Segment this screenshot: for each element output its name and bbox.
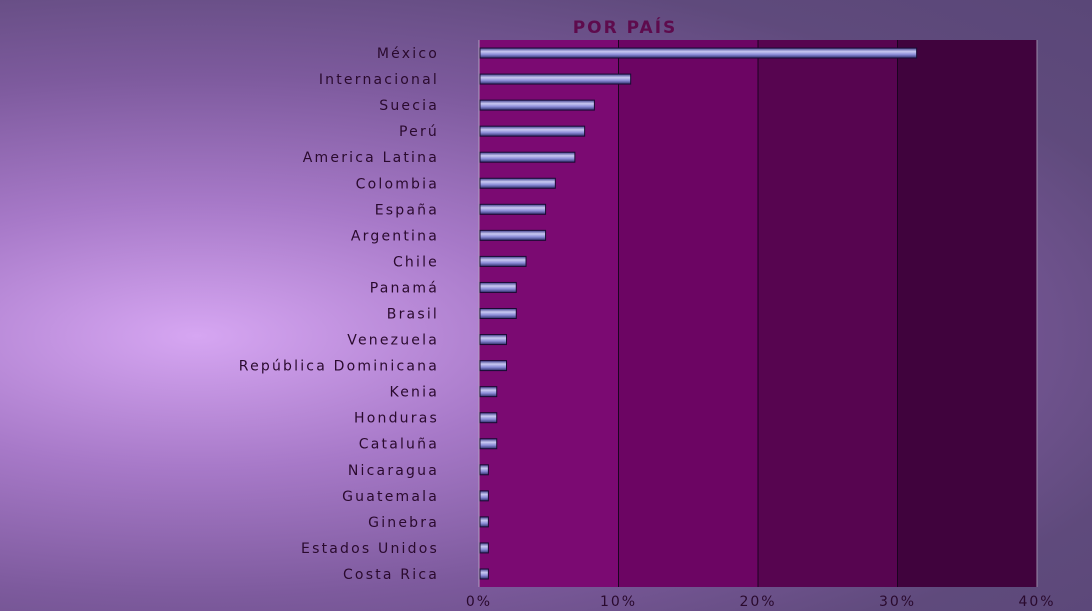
x-axis-ticks: 0% 10% 20% 30% 40% <box>466 594 1055 610</box>
category-label: Internacional <box>319 72 439 88</box>
gridlines <box>478 40 1038 587</box>
category-label: Nicaragua <box>348 463 439 479</box>
category-label: America Latina <box>303 150 439 166</box>
bar <box>479 412 498 424</box>
category-label: Estados Unidos <box>301 541 439 557</box>
category-labels: México Internacional Suecia Perú America Lat… <box>239 46 439 583</box>
x-tick-label: 0% <box>466 594 492 610</box>
category-label: España <box>375 202 439 218</box>
category-label: Cataluña <box>359 437 439 453</box>
x-tick-label: 30% <box>879 594 916 610</box>
category-label: Kenia <box>390 385 439 401</box>
plot-band <box>897 40 1037 587</box>
x-tick-label: 20% <box>739 594 776 610</box>
bar <box>479 308 517 319</box>
x-tick-label: 10% <box>600 594 637 610</box>
bar <box>479 438 498 450</box>
bars <box>479 47 918 580</box>
bar <box>479 490 489 502</box>
bar <box>479 334 508 346</box>
bar <box>479 568 489 580</box>
bar <box>479 125 586 137</box>
category-label: México <box>377 46 439 62</box>
category-label: Ginebra <box>368 515 439 531</box>
category-label: Colombia <box>356 176 439 192</box>
bar <box>479 464 489 476</box>
category-label: Brasil <box>387 307 439 323</box>
bar <box>479 516 489 528</box>
bar <box>479 73 632 85</box>
bar <box>479 229 547 241</box>
category-label: Perú <box>399 124 439 140</box>
category-label: Honduras <box>354 411 439 427</box>
bar <box>479 542 489 554</box>
x-tick-label: 40% <box>1018 594 1055 610</box>
category-label: República Dominicana <box>239 359 439 375</box>
category-label: Suecia <box>379 98 439 114</box>
bar <box>479 281 517 293</box>
bar <box>479 360 508 372</box>
bar <box>479 151 576 163</box>
plot-band <box>618 40 758 587</box>
category-label: Guatemala <box>342 489 439 505</box>
chart-title: POR PAÍS <box>573 16 678 38</box>
bar <box>479 203 547 215</box>
plot-band <box>758 40 898 587</box>
category-label: Venezuela <box>347 333 439 349</box>
category-label: Panamá <box>370 280 439 296</box>
category-label: Argentina <box>351 228 439 244</box>
bar <box>479 47 918 59</box>
category-label: Costa Rica <box>343 567 439 583</box>
bar <box>479 99 595 111</box>
bar <box>479 177 556 189</box>
bar <box>479 386 498 398</box>
bar <box>479 255 527 267</box>
category-label: Chile <box>393 254 439 270</box>
